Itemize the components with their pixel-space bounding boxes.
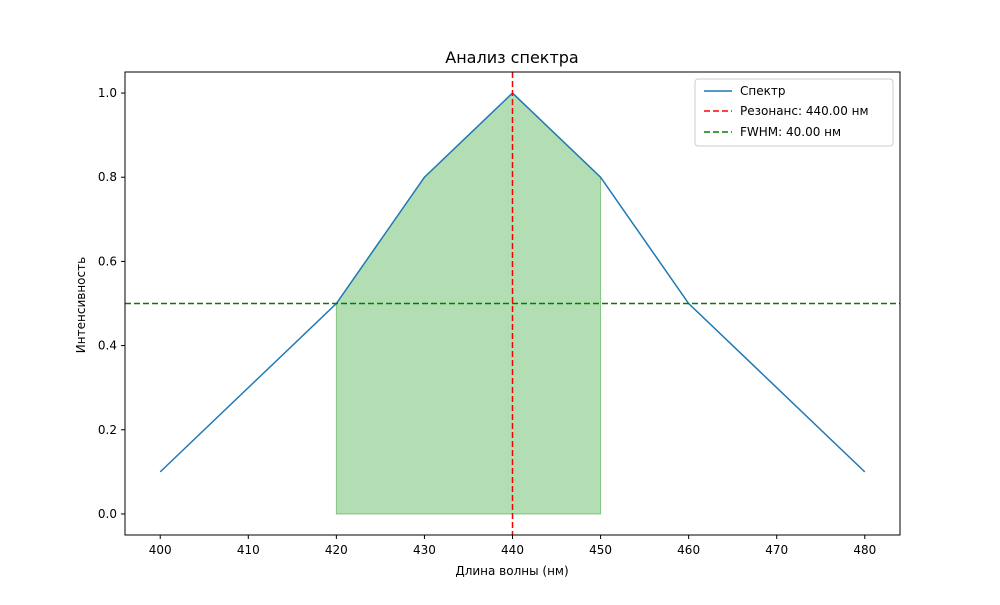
x-axis-label: Длина волны (нм): [455, 564, 568, 578]
x-tick-label: 400: [149, 543, 172, 557]
y-tick-label: 1.0: [98, 86, 117, 100]
legend-label-spectrum: Спектр: [740, 84, 785, 98]
y-tick-label: 0.2: [98, 423, 117, 437]
x-tick-label: 430: [413, 543, 436, 557]
legend: Спектр Резонанс: 440.00 нм FWHM: 40.00 н…: [695, 79, 893, 146]
y-axis-label: Интенсивность: [74, 257, 88, 353]
y-tick-label: 0.0: [98, 507, 117, 521]
y-tick-label: 0.8: [98, 170, 117, 184]
x-tick-label: 440: [501, 543, 524, 557]
x-tick-label: 480: [853, 543, 876, 557]
x-tick-label: 420: [325, 543, 348, 557]
y-tick-label: 0.6: [98, 254, 117, 268]
legend-label-resonance: Резонанс: 440.00 нм: [740, 104, 869, 118]
x-tick-label: 450: [589, 543, 612, 557]
x-tick-label: 470: [765, 543, 788, 557]
legend-label-fwhm: FWHM: 40.00 нм: [740, 125, 841, 139]
x-tick-label: 410: [237, 543, 260, 557]
x-tick-label: 460: [677, 543, 700, 557]
y-tick-label: 0.4: [98, 339, 117, 353]
chart-title: Анализ спектра: [445, 48, 578, 67]
